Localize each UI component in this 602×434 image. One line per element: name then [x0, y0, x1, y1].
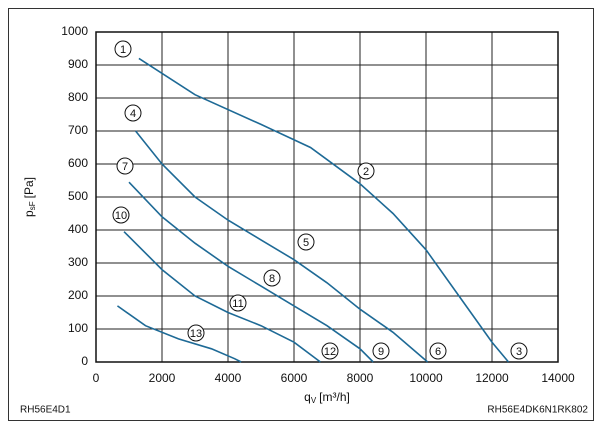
curve-label: 3: [516, 346, 522, 358]
y-tick-label: 400: [68, 222, 88, 236]
curve-marker: [229, 294, 247, 312]
curve-label: 1: [120, 44, 126, 56]
fan-curve: [123, 231, 321, 363]
fan-curve: [138, 57, 510, 363]
x-tick-label: 2000: [149, 371, 176, 385]
curve-marker: [429, 342, 447, 360]
footer-right: RH56E4DK6N1RK802: [487, 405, 588, 416]
y-tick-label: 300: [68, 255, 88, 269]
plot-border: [95, 31, 559, 363]
curve-marker: [112, 206, 130, 224]
x-tick-label: 12000: [475, 371, 509, 385]
y-axis-label-part: p: [22, 210, 36, 217]
x-axis-label-part: V: [311, 396, 317, 405]
curve-label: 4: [130, 108, 136, 120]
y-tick-label: 1000: [61, 24, 88, 38]
y-tick-label: 900: [68, 57, 88, 71]
curve-marker: [510, 342, 528, 360]
curve-label: 2: [363, 166, 369, 178]
x-tick-label: 14000: [541, 371, 575, 385]
curve-marker: [114, 40, 132, 58]
x-tick-label: 0: [93, 371, 100, 385]
x-tick-label: 10000: [409, 371, 443, 385]
fan-curve: [116, 305, 242, 363]
y-axis-label: psF [Pa]: [22, 177, 37, 217]
curve-marker: [124, 104, 142, 122]
frame: [8, 8, 594, 421]
curve-marker: [372, 342, 390, 360]
curve-marker: [321, 342, 339, 360]
y-axis-label-part: [Pa]: [22, 177, 36, 198]
curve-label: 6: [435, 346, 441, 358]
y-tick-label: 600: [68, 156, 88, 170]
curve-label: 7: [122, 161, 128, 173]
x-tick-label: 8000: [347, 371, 374, 385]
curve-marker: [263, 269, 281, 287]
y-tick-label: 200: [68, 288, 88, 302]
y-tick-label: 700: [68, 123, 88, 137]
x-tick-label: 4000: [215, 371, 242, 385]
curve-label: 8: [269, 273, 275, 285]
x-axis-label: qV [m³/h]: [304, 390, 350, 405]
y-tick-label: 0: [81, 354, 88, 368]
x-tick-label: 6000: [281, 371, 308, 385]
curve-label: 11: [232, 298, 243, 310]
curve-label: 9: [378, 346, 384, 358]
fan-curve: [134, 130, 429, 363]
curve-label: 13: [190, 328, 202, 340]
y-tick-label: 100: [68, 321, 88, 335]
curve-marker: [116, 157, 134, 175]
fan-curve: [128, 181, 374, 363]
x-axis-label-part: q: [304, 390, 311, 404]
x-axis-label-part: [m³/h]: [319, 390, 350, 404]
curve-label: 12: [324, 346, 336, 358]
curve-label: 10: [115, 210, 127, 222]
y-tick-label: 800: [68, 90, 88, 104]
curve-label: 5: [303, 237, 309, 249]
curve-marker: [357, 162, 375, 180]
y-axis-label-part: sF: [28, 201, 37, 210]
y-tick-label: 500: [68, 189, 88, 203]
curve-marker: [187, 324, 205, 342]
footer-left: RH56E4D1: [20, 405, 71, 416]
curve-marker: [297, 233, 315, 251]
